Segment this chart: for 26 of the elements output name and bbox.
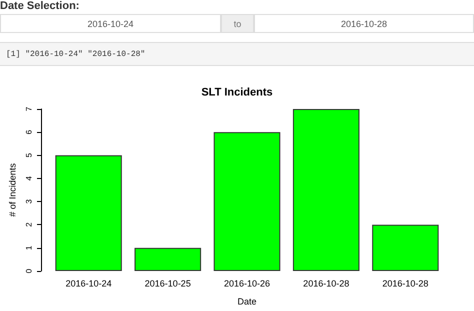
y-tick-label: 3 [24, 198, 34, 204]
y-tick-label: 1 [24, 245, 34, 250]
x-tick-label: 2016-10-28 [303, 278, 350, 288]
x-axis-title: Date [237, 296, 257, 306]
x-tick-label: 2016-10-24 [66, 278, 112, 288]
y-tick-label: 5 [24, 152, 34, 158]
text: to [221, 14, 254, 33]
y-tick-label: 4 [24, 176, 34, 181]
y-tick-label: 7 [24, 106, 34, 112]
chart-title: SLT Incidents [201, 86, 273, 98]
end-date-field: 2016-10-28 [254, 14, 474, 33]
y-axis-title: # of Incidents [8, 162, 18, 217]
x-tick-label: 2016-10-25 [144, 278, 191, 288]
y-tick-label: 0 [24, 268, 34, 274]
bar [134, 248, 202, 271]
x-tick-label: 2016-10-26 [224, 278, 270, 288]
text: [1] "2016-10-24" "2016-10-28" [0, 42, 474, 66]
x-tick-label: 2016-10-28 [382, 278, 428, 288]
y-tick-label: 6 [24, 129, 34, 134]
y-tick-label: 2 [24, 222, 34, 227]
text: Date Selection: [0, 0, 80, 12]
bar [214, 132, 280, 271]
bar [372, 224, 439, 271]
start-date-field: 2016-10-24 [0, 14, 221, 33]
bar [55, 155, 122, 271]
bar [292, 109, 360, 271]
